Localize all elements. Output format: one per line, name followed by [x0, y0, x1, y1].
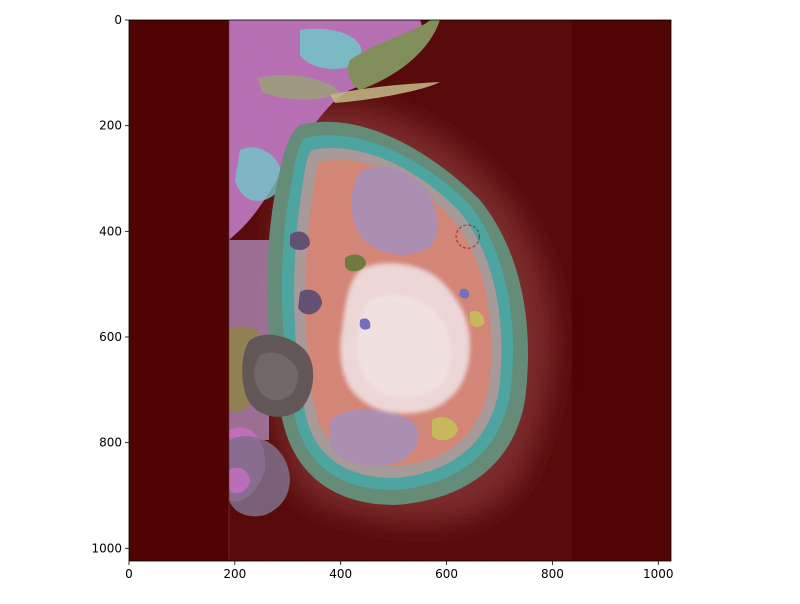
y-tick-label: 0: [114, 13, 122, 27]
x-tick-label: 800: [541, 567, 564, 581]
left-dark-band: [129, 20, 229, 561]
y-tick-label: 800: [99, 436, 122, 450]
y-tick-label: 1000: [91, 541, 122, 555]
x-tick-label: 200: [223, 567, 246, 581]
roi-marker-circle: [455, 224, 480, 249]
texture-overlay: [229, 20, 572, 561]
x-tick-label: 400: [329, 567, 352, 581]
image-area: [129, 20, 671, 561]
x-axis: 0 200 400 600 800 1000: [125, 561, 674, 581]
x-tick-label: 1000: [643, 567, 674, 581]
y-tick-label: 200: [99, 119, 122, 133]
right-dark-band: [572, 20, 671, 561]
x-tick-label: 0: [125, 567, 133, 581]
image-frame: [128, 19, 672, 562]
y-tick-label: 600: [99, 330, 122, 344]
y-tick-label: 400: [99, 224, 122, 238]
x-tick-label: 600: [435, 567, 458, 581]
y-axis: 0 200 400 600 800 1000: [91, 13, 129, 555]
